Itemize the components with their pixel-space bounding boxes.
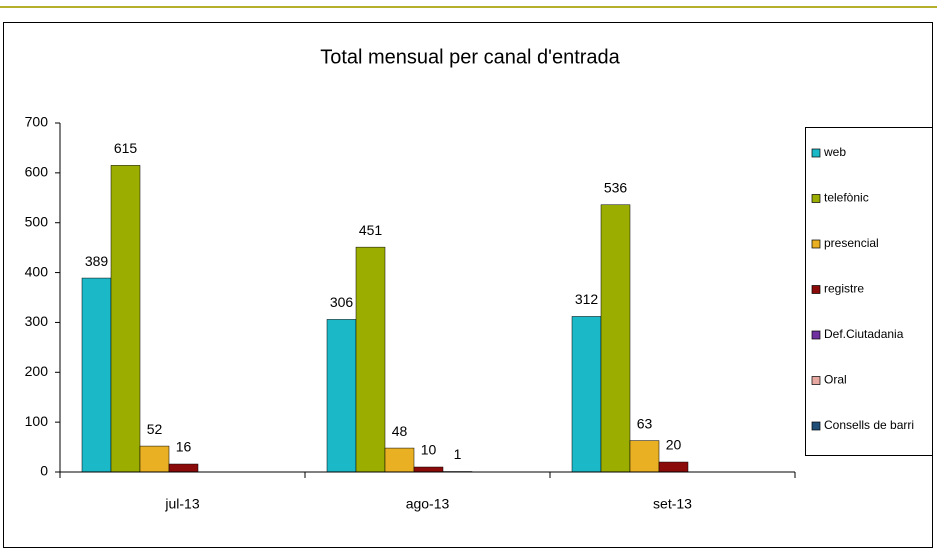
data-label: 10	[421, 442, 437, 458]
x-tick-label: set-13	[653, 496, 692, 512]
legend-swatch	[811, 376, 821, 385]
bar	[658, 461, 689, 473]
y-tick-label: 0	[40, 463, 48, 479]
bar	[168, 463, 199, 473]
y-tick-label: 600	[25, 164, 49, 180]
bar	[326, 319, 357, 473]
bar	[110, 165, 141, 473]
y-tick-label: 700	[25, 114, 49, 130]
bar	[384, 447, 415, 473]
y-tick-label: 400	[25, 263, 49, 279]
legend-label: Oral	[824, 373, 847, 387]
bar	[571, 316, 602, 473]
y-tick-label: 100	[25, 413, 49, 429]
legend-label: Def.Ciutadania	[824, 327, 904, 341]
y-tick-label: 300	[25, 313, 49, 329]
data-label: 306	[330, 294, 354, 310]
data-label: 48	[392, 423, 408, 439]
y-tick-label: 500	[25, 213, 49, 229]
y-tick-label: 200	[25, 363, 49, 379]
x-tick-label: ago-13	[406, 496, 450, 512]
data-label: 615	[114, 140, 138, 156]
legend-label: presencial	[824, 236, 879, 250]
legend-swatch	[811, 285, 821, 294]
bar	[139, 445, 170, 473]
bar	[355, 246, 386, 473]
x-tick-label: jul-13	[164, 496, 199, 512]
data-label: 16	[176, 439, 192, 455]
legend-swatch	[811, 194, 821, 203]
legend-label: telefònic	[824, 191, 869, 205]
data-label: 63	[637, 415, 653, 431]
data-label: 52	[147, 421, 163, 437]
bar	[629, 440, 660, 473]
legend-box	[805, 127, 933, 456]
legend-swatch	[811, 421, 821, 431]
legend-swatch	[811, 239, 821, 249]
data-label: 1	[454, 446, 462, 462]
legend-label: registre	[824, 282, 864, 296]
legend-swatch	[811, 148, 821, 158]
bar	[600, 204, 631, 473]
bar	[81, 277, 112, 473]
data-label: 312	[575, 291, 599, 307]
legend-label: web	[823, 145, 846, 159]
legend-swatch	[811, 330, 821, 340]
legend-label: Consells de barri	[824, 418, 914, 432]
data-label: 536	[604, 179, 628, 195]
data-label: 389	[85, 253, 109, 269]
bar	[413, 466, 444, 473]
data-label: 451	[359, 222, 383, 238]
chart-title: Total mensual per canal d'entrada	[320, 46, 620, 68]
data-label: 20	[666, 437, 682, 453]
